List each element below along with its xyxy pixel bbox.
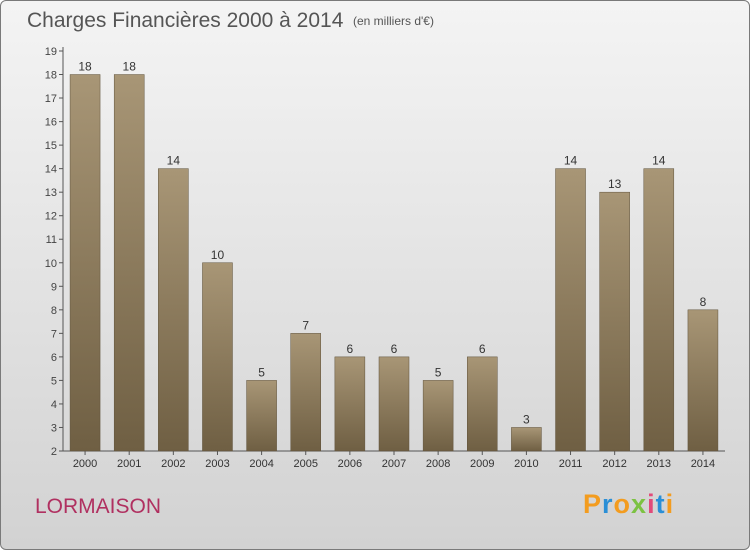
x-tick-label: 2006 [338, 458, 362, 470]
bar [643, 168, 675, 452]
x-tick-label: 2012 [602, 458, 626, 470]
logo-letter: t [655, 489, 666, 519]
x-tick-label: 2003 [205, 458, 229, 470]
y-tick-label: 2 [51, 446, 57, 458]
bar [69, 74, 101, 452]
bar [555, 168, 586, 452]
bar-value-label: 8 [700, 295, 707, 309]
x-tick-label: 2011 [559, 458, 583, 470]
proxiti-logo: Proxiti [583, 489, 674, 520]
logo-letter: i [665, 489, 675, 519]
logo-letter: o [613, 489, 632, 519]
bar [422, 380, 454, 452]
x-tick-label: 2000 [73, 458, 97, 470]
bar-value-label: 14 [652, 154, 666, 168]
y-tick-label: 6 [51, 352, 57, 364]
x-tick-label: 2013 [647, 458, 671, 470]
y-tick-label: 19 [45, 46, 57, 58]
bar-value-label: 13 [608, 177, 622, 191]
bar [511, 427, 542, 452]
y-tick-label: 17 [45, 93, 57, 105]
y-tick-label: 13 [45, 187, 57, 199]
bar-value-label: 18 [123, 60, 137, 74]
y-tick-label: 15 [45, 140, 57, 152]
bar [246, 380, 277, 452]
chart-title: Charges Financières 2000 à 2014 [27, 9, 344, 32]
bar-value-label: 6 [347, 342, 354, 356]
bar-value-label: 7 [302, 318, 309, 332]
logo-letter: i [647, 489, 656, 519]
commune-name: LORMAISON [35, 495, 162, 518]
bar-value-label: 5 [435, 365, 442, 379]
x-tick-label: 2007 [382, 458, 406, 470]
x-tick-label: 2009 [470, 458, 494, 470]
bar-value-label: 6 [391, 342, 398, 356]
x-tick-label: 2005 [293, 458, 317, 470]
bar-value-label: 5 [258, 365, 265, 379]
logo-letter: r [602, 489, 614, 519]
x-tick-label: 2004 [249, 458, 273, 470]
bar [467, 356, 498, 452]
x-tick-label: 2010 [514, 458, 538, 470]
bar [202, 262, 233, 452]
logo-letter: P [583, 489, 603, 519]
y-tick-label: 11 [46, 234, 57, 246]
bar [113, 74, 145, 452]
logo-letter: x [631, 489, 648, 519]
y-tick-label: 10 [45, 258, 57, 270]
bar-value-label: 14 [167, 154, 181, 168]
x-tick-label: 2008 [426, 458, 450, 470]
y-tick-label: 8 [51, 305, 57, 317]
bar-value-label: 6 [479, 342, 486, 356]
y-tick-label: 5 [51, 375, 57, 387]
bar [290, 333, 321, 452]
x-tick-label: 2001 [117, 458, 141, 470]
x-tick-label: 2014 [691, 458, 715, 470]
y-tick-label: 3 [51, 422, 57, 434]
y-tick-label: 4 [51, 399, 57, 411]
x-tick-label: 2002 [161, 458, 185, 470]
bar [334, 356, 366, 452]
bar-value-label: 3 [523, 412, 530, 426]
bar [687, 309, 719, 452]
y-tick-label: 18 [45, 70, 57, 82]
bar [158, 168, 189, 452]
bar-value-label: 18 [78, 60, 92, 74]
bar [378, 356, 410, 452]
bar-value-label: 10 [211, 248, 225, 262]
y-tick-label: 14 [45, 164, 57, 176]
bar [599, 191, 630, 452]
y-tick-label: 9 [51, 281, 57, 293]
y-tick-label: 16 [45, 117, 57, 129]
y-tick-label: 7 [51, 328, 57, 340]
chart-subtitle: (en milliers d'€) [353, 14, 434, 28]
y-tick-label: 12 [45, 211, 57, 223]
bar-value-label: 14 [564, 154, 578, 168]
